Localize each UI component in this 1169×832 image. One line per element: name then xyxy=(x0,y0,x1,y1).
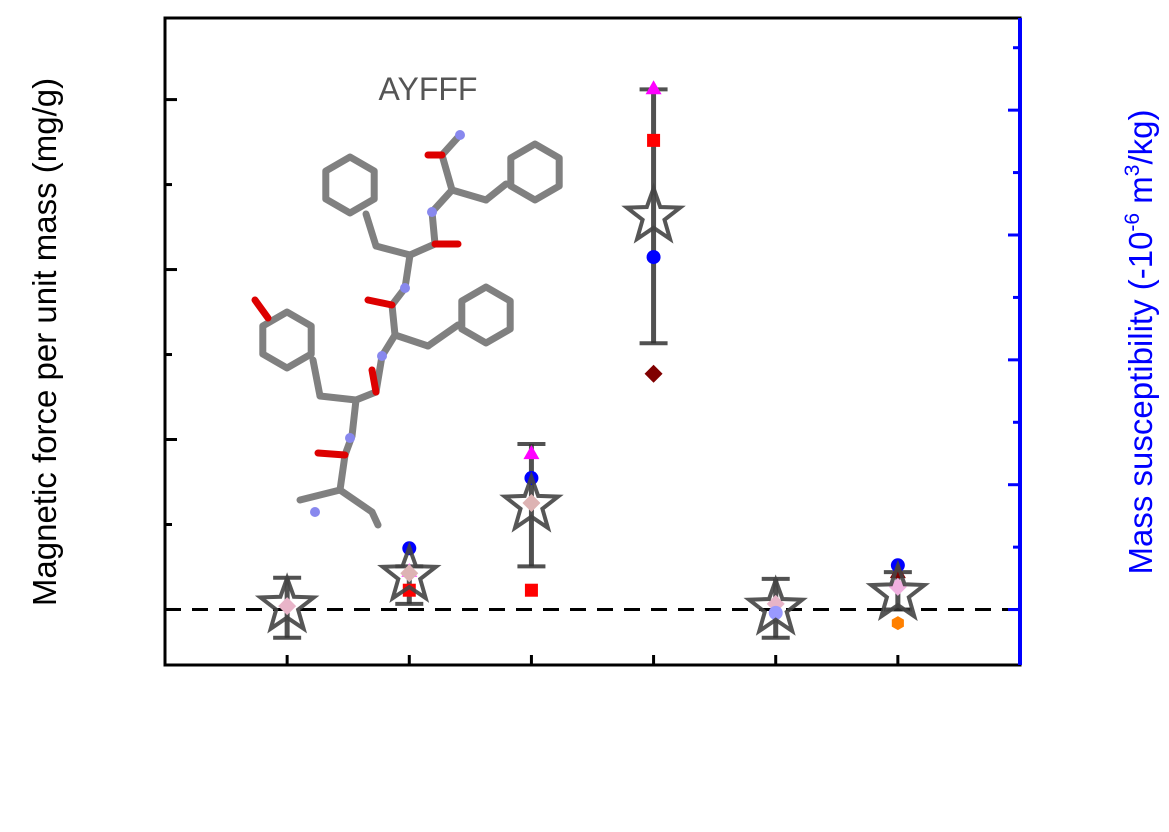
nitrogen-atom xyxy=(345,433,355,443)
left-axis xyxy=(165,98,177,611)
data-point-triangle xyxy=(523,445,540,460)
data-point-square xyxy=(524,583,538,597)
mean-star-marker xyxy=(743,574,808,636)
molecule-bond xyxy=(448,186,490,204)
molecule-bond xyxy=(296,486,344,504)
molecule-bond xyxy=(362,210,380,250)
molecule-bond xyxy=(401,251,414,292)
molecule-bond xyxy=(336,486,376,516)
molecule-bond xyxy=(348,396,360,440)
right-axis xyxy=(1008,46,1020,612)
molecule-bond xyxy=(309,356,324,400)
molecule-bond xyxy=(372,242,414,259)
x-axis xyxy=(285,655,900,665)
mean-star-marker xyxy=(865,559,931,622)
data-point-diamond xyxy=(522,493,541,512)
mean-star-marker xyxy=(377,541,442,603)
nitrogen-atom xyxy=(427,207,437,217)
nitrogen-atom xyxy=(310,507,320,517)
nitrogen-atom xyxy=(400,283,410,293)
molecule-bond xyxy=(391,331,432,350)
data-point-diamond xyxy=(400,564,419,583)
molecule-ring xyxy=(458,283,514,347)
molecule-bond xyxy=(352,388,380,404)
nitrogen-atom xyxy=(377,351,387,361)
molecule-ring xyxy=(507,140,563,204)
data-point-circle xyxy=(768,605,783,620)
molecule-bond xyxy=(388,301,399,339)
molecule-ring xyxy=(322,153,378,217)
molecule-bond xyxy=(316,392,360,404)
y-axis-label: Magnetic force per unit mass (mg/g) xyxy=(26,78,63,606)
data-point-triangle xyxy=(645,80,662,95)
molecule-bond xyxy=(336,451,349,494)
data-point-hexagon xyxy=(891,616,904,631)
molecule-bond xyxy=(428,208,439,248)
molecule-bond xyxy=(424,321,462,350)
mean-star-marker xyxy=(621,182,686,244)
y2-axis-label: Mass susceptibility (-10-6 m3/kg) xyxy=(1121,109,1159,574)
molecule-bond xyxy=(406,240,439,259)
mean-star-marker xyxy=(499,471,564,533)
data-point-diamond xyxy=(644,364,663,383)
oxygen-atom xyxy=(364,296,396,309)
mean-star-marker xyxy=(254,572,320,634)
oxygen-atom xyxy=(251,296,272,322)
molecule-bond xyxy=(368,508,382,529)
molecule-bond xyxy=(438,151,456,194)
nitrogen-atom xyxy=(455,130,465,140)
data-point-square xyxy=(647,133,661,147)
inset-label: AYFFF xyxy=(379,71,478,107)
oxygen-atom xyxy=(314,449,349,459)
data-marks xyxy=(254,80,931,640)
data-point-diamond xyxy=(278,597,297,616)
oxygen-atom xyxy=(368,366,380,396)
data-point-circle xyxy=(646,250,661,265)
molecule-structure-image xyxy=(251,130,563,529)
molecule-bond xyxy=(482,180,510,204)
molecule-ring xyxy=(259,308,315,372)
